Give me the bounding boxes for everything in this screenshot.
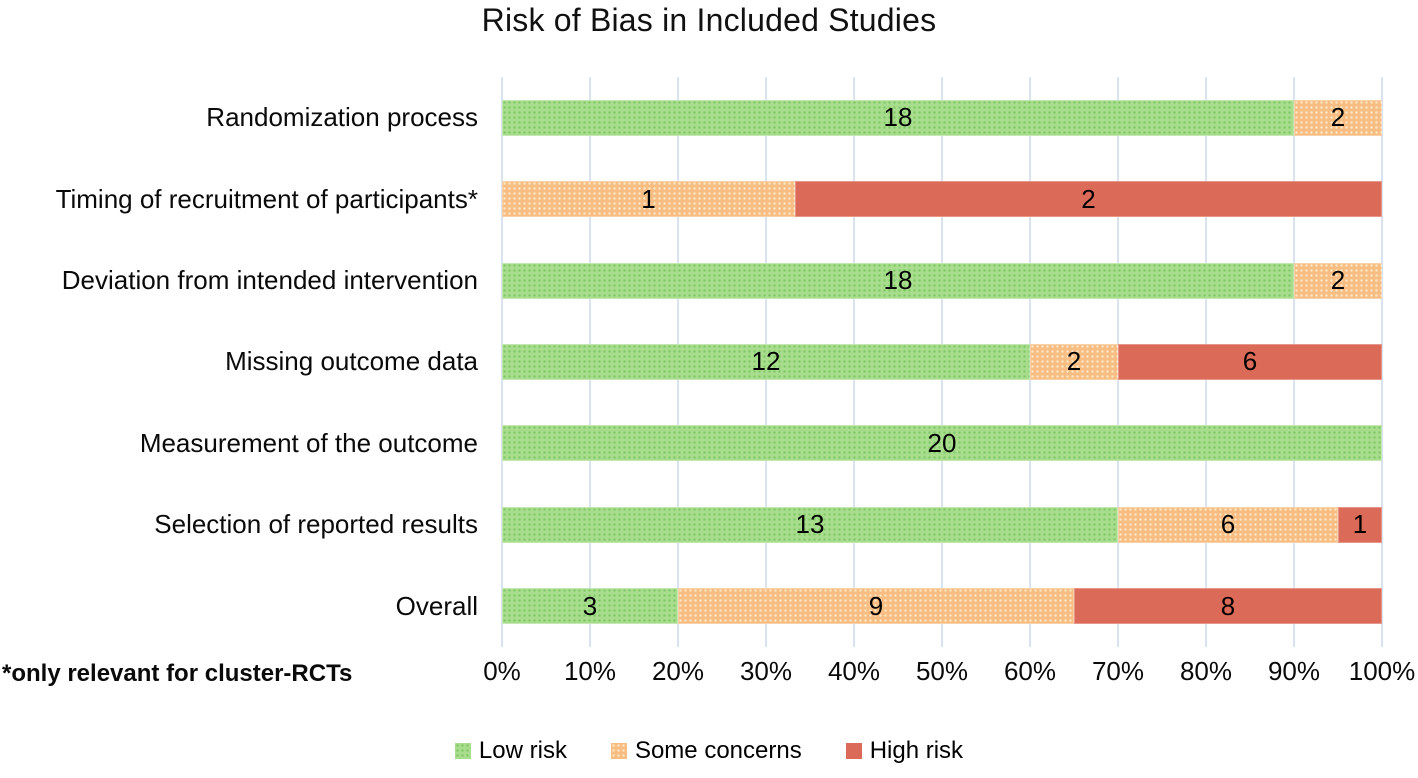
bar-segment-low-risk: 3 [502, 588, 678, 625]
x-tick-label-100: 100% [1348, 656, 1416, 686]
bar-segment-low-risk: 13 [502, 506, 1118, 543]
bar-row: 12 2 6 [502, 321, 1382, 402]
gridline-100 [1381, 77, 1383, 647]
bar-row: 20 [502, 403, 1382, 484]
segment-value: 12 [751, 346, 781, 377]
segment-value: 20 [927, 427, 957, 458]
x-tick-label-80: 80% [1179, 656, 1233, 686]
bar-segment-low-risk: 18 [502, 262, 1294, 299]
bar-segment-some-risk: 9 [678, 588, 1074, 625]
bar-segment-some-risk: 2 [1030, 343, 1118, 380]
legend-swatch-low-risk [454, 743, 471, 759]
segment-value: 1 [641, 183, 656, 214]
chart-title: Risk of Bias in Included Studies [481, 2, 937, 38]
bar-segment-low-risk: 20 [502, 425, 1382, 462]
footnote: *only relevant for cluster-RCTs [2, 660, 353, 687]
bar-segment-high-risk: 2 [795, 181, 1382, 218]
segment-value: 2 [1330, 265, 1346, 296]
stacked-bar: 20 [502, 425, 1382, 462]
stacked-bar: 18 2 [502, 262, 1382, 299]
segment-value: 6 [1242, 346, 1258, 377]
segment-value: 2 [1066, 346, 1082, 377]
segment-value: 2 [1330, 102, 1346, 133]
segment-value: 13 [795, 509, 825, 540]
x-tick-label-0: 0% [483, 656, 521, 686]
bar-row: 18 2 [502, 240, 1382, 321]
bar-segment-low-risk: 18 [502, 99, 1294, 136]
legend-swatch-high-risk [845, 743, 862, 759]
legend-label: High risk [869, 737, 964, 764]
segment-value: 2 [1081, 183, 1096, 214]
stacked-bar: 3 9 8 [502, 588, 1382, 625]
legend: Low risk Some concerns High risk [0, 737, 1418, 765]
x-tick-label-30: 30% [739, 656, 793, 686]
category-label: Measurement of the outcome [139, 427, 478, 458]
bar-segment-some-risk: 1 [502, 181, 796, 218]
stacked-bar: 18 2 [502, 99, 1382, 136]
bar-segment-high-risk: 1 [1338, 506, 1382, 543]
legend-item-low-risk: Low risk [454, 737, 567, 765]
segment-value: 18 [883, 102, 913, 133]
x-tick-label-70: 70% [1091, 656, 1145, 686]
category-label: Randomization process [206, 102, 478, 133]
legend-item-high-risk: High risk [845, 737, 964, 765]
bar-segment-some-risk: 6 [1118, 506, 1338, 543]
category-label: Overall [395, 590, 478, 621]
bars-container: 18 2 1 2 18 2 12 2 6 20 13 6 1 3 9 8 [502, 77, 1382, 647]
x-tick-label-20: 20% [651, 656, 705, 686]
bar-row: 13 6 1 [502, 484, 1382, 565]
bar-row: 3 9 8 [502, 566, 1382, 647]
plot-area: 18 2 1 2 18 2 12 2 6 20 13 6 1 3 9 8 [501, 77, 1383, 647]
segment-value: 1 [1352, 509, 1368, 540]
x-tick-label-60: 60% [1003, 656, 1057, 686]
x-tick-label-90: 90% [1267, 656, 1321, 686]
bar-segment-some-risk: 2 [1294, 262, 1382, 299]
bar-segment-high-risk: 8 [1074, 588, 1382, 625]
bar-row: 18 2 [502, 77, 1382, 158]
category-label: Timing of recruitment of participants* [55, 183, 478, 214]
bar-segment-high-risk: 6 [1118, 343, 1382, 380]
x-tick-label-10: 10% [563, 656, 617, 686]
segment-value: 3 [582, 590, 598, 621]
x-tick-label-40: 40% [827, 656, 881, 686]
legend-label: Some concerns [634, 737, 802, 764]
category-label: Selection of reported results [154, 509, 478, 540]
x-tick-label-50: 50% [915, 656, 969, 686]
segment-value: 8 [1220, 590, 1236, 621]
legend-swatch-some-risk [610, 743, 627, 759]
legend-label: Low risk [478, 737, 567, 764]
category-labels-column: Randomization process Timing of recruitme… [0, 77, 490, 647]
legend-item-some-risk: Some concerns [610, 737, 802, 765]
stacked-bar: 12 2 6 [502, 343, 1382, 380]
x-axis: 0% 10% 20% 30% 40% 50% 60% 70% 80% 90% 100% [483, 656, 1415, 690]
category-label: Missing outcome data [225, 346, 478, 377]
segment-value: 9 [868, 590, 884, 621]
category-label: Deviation from intended intervention [61, 265, 478, 296]
bar-segment-some-risk: 2 [1294, 99, 1382, 136]
segment-value: 18 [883, 265, 913, 296]
segment-value: 6 [1220, 509, 1236, 540]
bar-segment-low-risk: 12 [502, 343, 1030, 380]
stacked-bar: 13 6 1 [502, 506, 1382, 543]
